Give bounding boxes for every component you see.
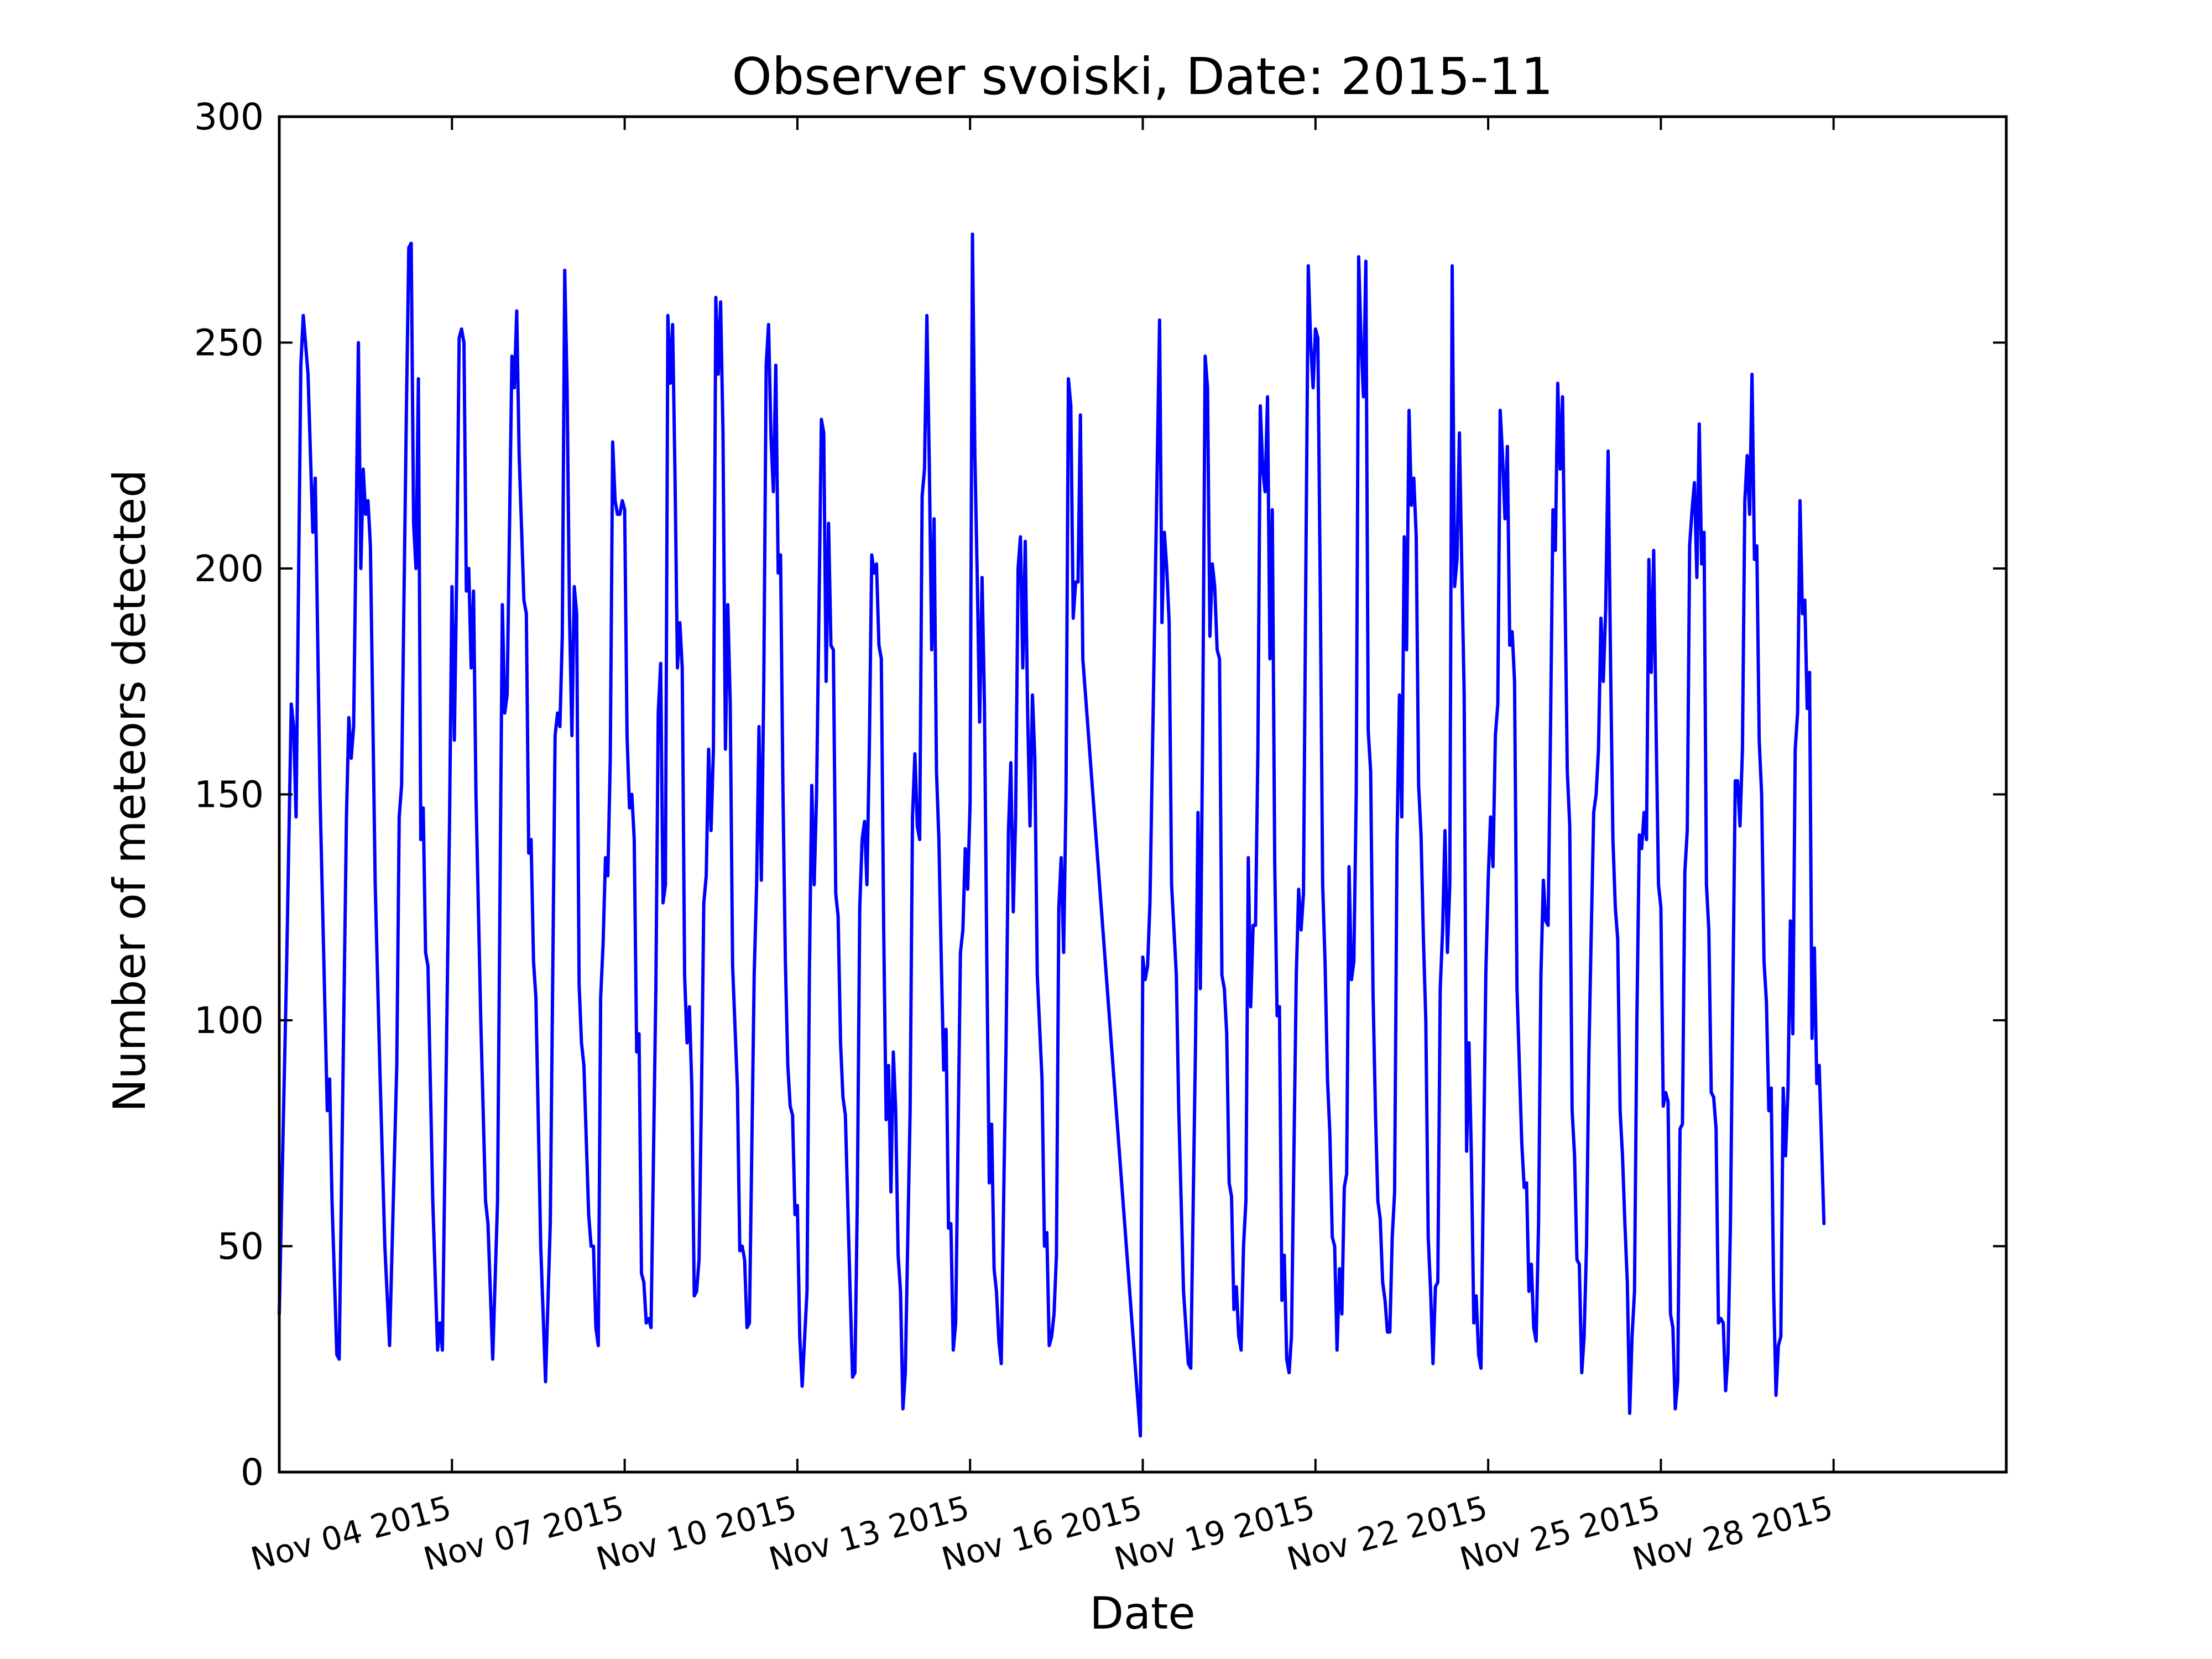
y-tick-label: 150 [194,774,264,816]
chart-title: Observer svoiski, Date: 2015-11 [732,47,1553,106]
x-axis-label: Date [1089,1588,1195,1639]
y-tick-label: 250 [194,322,264,364]
y-tick-label: 200 [194,547,264,590]
y-tick-label: 300 [194,96,264,138]
series-line-0 [278,232,1826,1438]
y-tick-label: 100 [194,999,264,1042]
y-axis-label: Number of meteors detected [104,469,155,1112]
y-tick-label: 50 [217,1225,264,1268]
y-tick-label: 0 [241,1451,264,1494]
axes-frame [278,115,2008,1474]
